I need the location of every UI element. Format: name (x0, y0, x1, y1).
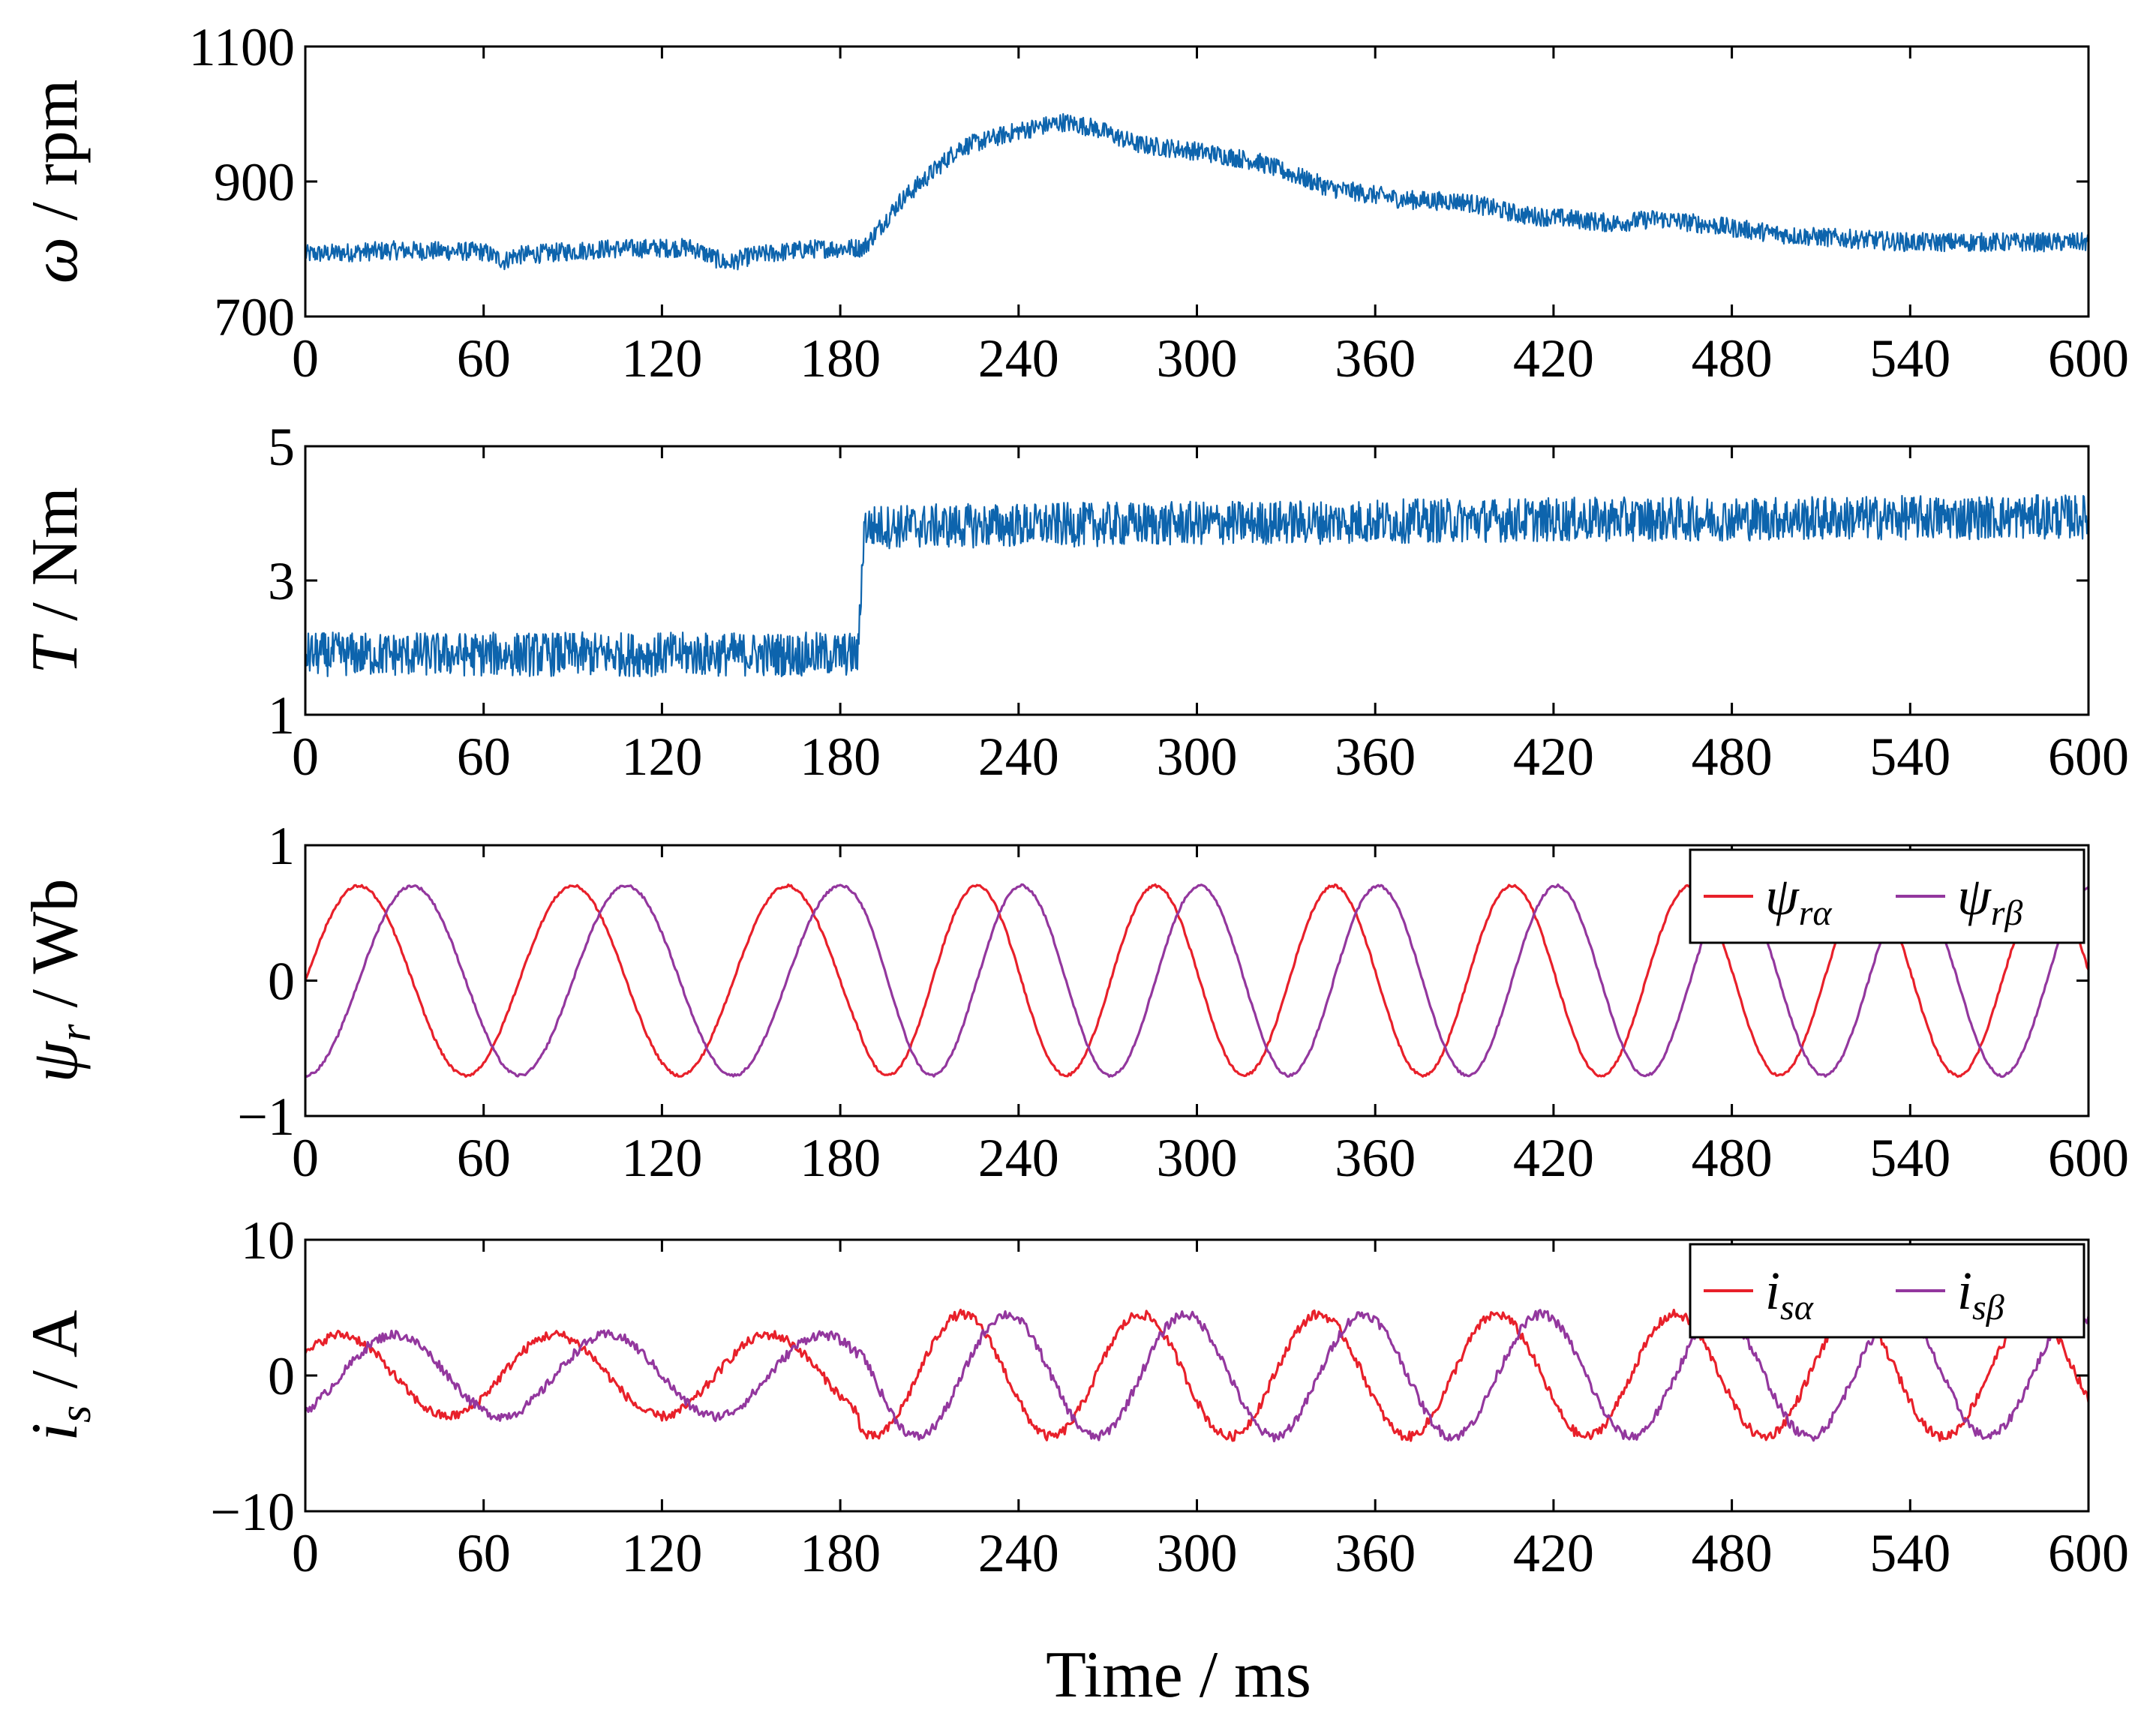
x-tick-label: 420 (1513, 1128, 1594, 1188)
x-tick-label: 420 (1513, 328, 1594, 388)
y-tick-label: 3 (268, 551, 295, 611)
x-tick-label: 360 (1335, 1128, 1416, 1188)
y-tick-label: 5 (268, 417, 295, 477)
x-tick-label: 300 (1157, 328, 1238, 388)
x-tick-label: 300 (1157, 1523, 1238, 1583)
y-tick-label: 700 (214, 287, 295, 347)
x-tick-label: 240 (978, 1128, 1059, 1188)
x-tick-label: 420 (1513, 727, 1594, 787)
legend: isα isβ (1689, 1243, 2085, 1339)
chart-panel-2: 0 60 120 180 240 300 360 420 480 540 600 1 3 5 T / Nm (19, 417, 2129, 787)
series-line-ω (305, 112, 2088, 271)
x-axis-title: Time / ms (1046, 1639, 1311, 1712)
plot-frame (304, 445, 2090, 716)
x-tick-label: 480 (1692, 1128, 1773, 1188)
x-tick-label: 480 (1692, 727, 1773, 787)
y-tick-label: 1100 (189, 17, 295, 77)
legend-label: isα (1765, 1261, 1814, 1328)
legend-box (1689, 848, 2085, 944)
y-axis-title: is / A (19, 1310, 100, 1442)
x-tick-label: 600 (2048, 328, 2129, 388)
x-tick-label: 180 (800, 1523, 881, 1583)
x-tick-label: 120 (621, 727, 702, 787)
x-tick-label: 540 (1869, 328, 1950, 388)
x-tick-label: 0 (292, 1128, 319, 1188)
y-tick-label: 900 (214, 152, 295, 212)
panels: 0 60 120 180 240 300 360 420 480 540 6007009001100… (19, 17, 2129, 1583)
y-tick-label: −1 (237, 1087, 295, 1147)
x-tick-label: 600 (2048, 727, 2129, 787)
legend-label: ψrα (1765, 866, 1832, 933)
x-tick-label: 540 (1869, 1523, 1950, 1583)
x-tick-label: 60 (457, 1128, 511, 1188)
legend: ψrα ψrβ (1689, 848, 2085, 944)
y-tick-label: 0 (268, 952, 295, 1012)
series-line-sβ (305, 1309, 2088, 1443)
x-tick-label: 0 (292, 1523, 319, 1583)
x-tick-label: 360 (1335, 1523, 1416, 1583)
x-tick-label: 360 (1335, 328, 1416, 388)
x-tick-label: 540 (1869, 727, 1950, 787)
x-tick-label: 300 (1157, 727, 1238, 787)
x-tick-label: 600 (2048, 1523, 2129, 1583)
x-tick-label: 60 (457, 727, 511, 787)
x-tick-label: 120 (621, 328, 702, 388)
y-axis-title: ω / rpm (19, 80, 92, 284)
legend-label: isβ (1957, 1261, 2004, 1328)
x-tick-label: 120 (621, 1523, 702, 1583)
x-tick-label: 480 (1692, 328, 1773, 388)
legend-box (1689, 1243, 2085, 1339)
x-tick-label: 300 (1157, 1128, 1238, 1188)
x-tick-label: 480 (1692, 1523, 1773, 1583)
x-tick-label: 60 (457, 328, 511, 388)
y-tick-label: −10 (210, 1482, 295, 1542)
plot-frame (304, 45, 2090, 318)
y-axis-title: T / Nm (19, 487, 92, 674)
x-tick-label: 240 (978, 1523, 1059, 1583)
y-tick-label: 0 (268, 1346, 295, 1406)
x-tick-label: 0 (292, 328, 319, 388)
series-line-sα (305, 1308, 2088, 1442)
y-tick-label: 1 (268, 816, 295, 876)
x-tick-label: 180 (800, 727, 881, 787)
x-tick-label: 600 (2048, 1128, 2129, 1188)
x-tick-label: 60 (457, 1523, 511, 1583)
x-tick-label: 240 (978, 328, 1059, 388)
y-tick-label: 1 (268, 686, 295, 746)
x-tick-label: 120 (621, 1128, 702, 1188)
x-tick-label: 180 (800, 328, 881, 388)
legend-label: ψrβ (1957, 866, 2022, 933)
x-tick-label: 420 (1513, 1523, 1594, 1583)
x-tick-label: 0 (292, 727, 319, 787)
x-tick-label: 540 (1869, 1128, 1950, 1188)
x-tick-label: 360 (1335, 727, 1416, 787)
x-tick-label: 180 (800, 1128, 881, 1188)
chart-panel-1: 0 60 120 180 240 300 360 420 480 540 600 700 900 1100… (19, 17, 2129, 388)
series-line-rβ (305, 883, 2088, 1078)
y-tick-label: 10 (241, 1210, 295, 1270)
x-tick-label: 240 (978, 727, 1059, 787)
series-line-rα (305, 883, 2088, 1078)
series-line-T (305, 494, 2088, 678)
y-axis-title: ψr / Wb (19, 879, 100, 1083)
